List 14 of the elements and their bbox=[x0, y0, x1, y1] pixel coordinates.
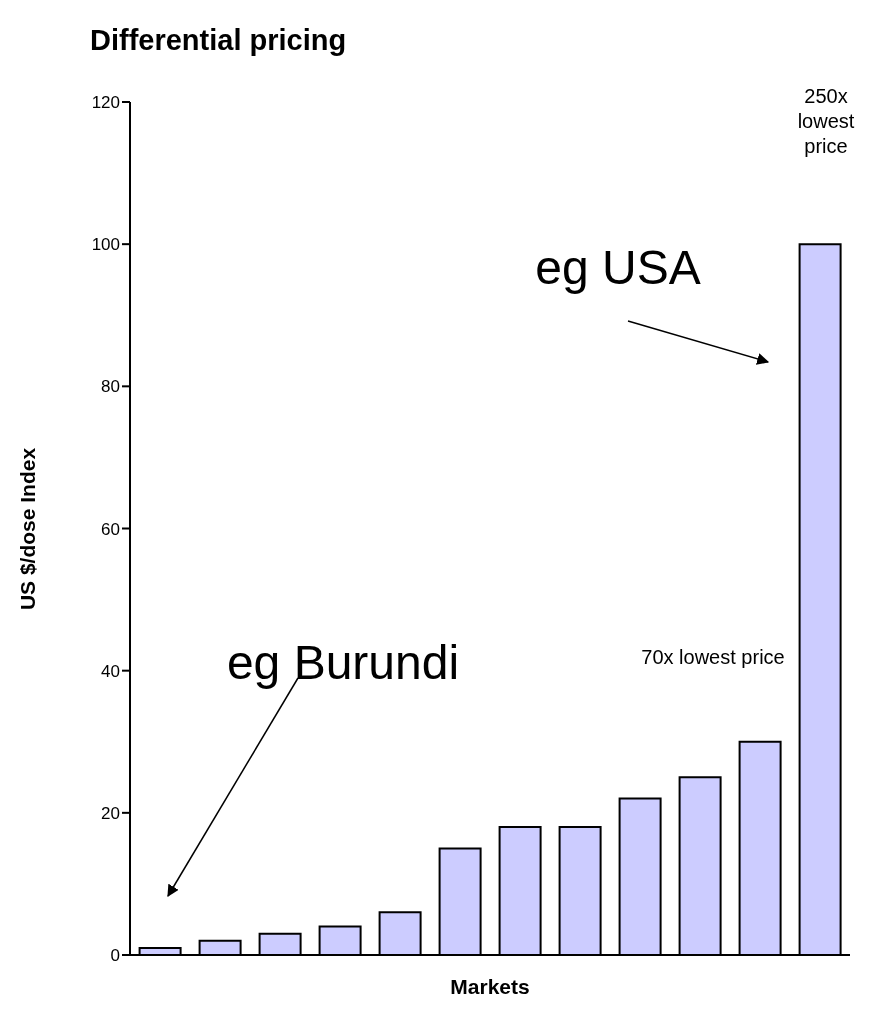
y-tick-label: 40 bbox=[101, 661, 120, 681]
y-tick-label: 100 bbox=[91, 235, 120, 255]
y-tick-label: 60 bbox=[101, 519, 120, 539]
x-axis-title: Markets bbox=[449, 975, 531, 999]
annotation: 70x lowest price bbox=[640, 645, 786, 670]
annotation: eg USA bbox=[534, 240, 702, 296]
annotation: 250x lowest price bbox=[796, 84, 856, 159]
y-axis-title: US $/dose Index bbox=[16, 447, 40, 610]
chart-title: Differential pricing bbox=[90, 24, 347, 57]
annotation: eg Burundi bbox=[225, 635, 461, 691]
y-tick-label: 20 bbox=[101, 803, 120, 823]
y-tick-label: 0 bbox=[110, 946, 120, 966]
y-tick-label: 80 bbox=[101, 377, 120, 397]
y-tick-label: 120 bbox=[91, 93, 120, 113]
